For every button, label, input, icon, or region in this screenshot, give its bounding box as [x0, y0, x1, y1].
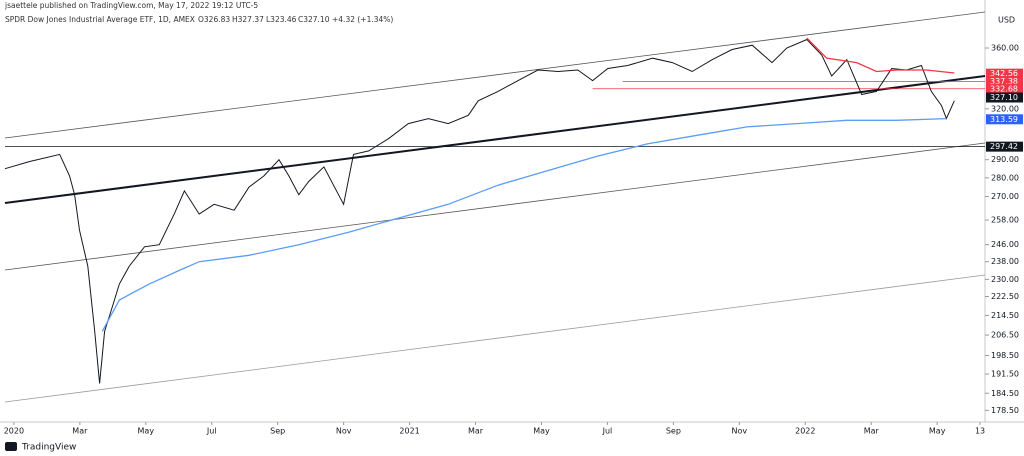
y-tick-label: 214.50: [991, 311, 1019, 320]
ohlc-open: O326.83: [198, 15, 230, 24]
y-tick-label: 280.00: [991, 173, 1019, 182]
logo: [5, 442, 17, 451]
price-line: [101, 117, 947, 332]
y-tick-label: 360.00: [991, 44, 1019, 53]
y-tick-label: 191.50: [991, 370, 1019, 379]
trend-line: [4, 75, 986, 204]
x-tick-label: Sep: [270, 427, 285, 436]
y-tick-label: 184.50: [991, 389, 1019, 398]
x-tick-label: Jul: [602, 427, 613, 436]
price-label: 327.10: [990, 93, 1018, 102]
y-tick-label: 222.50: [991, 292, 1019, 301]
price-label-box: [986, 76, 1023, 87]
price-label-box: [986, 68, 1023, 79]
trend-line: [4, 11, 986, 139]
x-tick-label: 13: [975, 427, 985, 436]
x-tick-label: Mar: [468, 427, 484, 436]
x-tick-label: Nov: [732, 427, 748, 436]
trend-line: [4, 142, 986, 271]
price-label-box: [986, 92, 1023, 103]
price-label-box: [986, 114, 1023, 125]
y-tick-label: 206.50: [991, 331, 1019, 340]
price-line: [4, 38, 955, 384]
x-tick-label: Sep: [666, 427, 681, 436]
y-tick-label: 258.00: [991, 216, 1019, 225]
x-tick-label: May: [138, 427, 155, 436]
price-label-box: [986, 83, 1023, 94]
price-label: 297.42: [990, 142, 1018, 151]
publisher: jsaettele published on TradingView.com, …: [4, 1, 258, 10]
ohlc-close: C327.10: [298, 15, 330, 24]
price-line: [806, 37, 955, 74]
footer: TradingView: [21, 443, 76, 453]
x-tick-label: Nov: [336, 427, 352, 436]
price-label: 342.56: [990, 69, 1018, 78]
x-tick-label: 2021: [399, 427, 419, 436]
price-label: 332.68: [990, 84, 1018, 93]
x-tick-label: Mar: [864, 427, 880, 436]
y-tick-label: 238.00: [991, 257, 1019, 266]
x-tick-label: Jul: [206, 427, 217, 436]
price-label: 313.59: [990, 115, 1018, 124]
x-tick-label: May: [929, 427, 946, 436]
currency: USD: [998, 16, 1015, 25]
ohlc-high: H327.37: [232, 15, 264, 24]
y-tick-label: 320.00: [991, 104, 1019, 113]
y-tick-label: 290.00: [991, 155, 1019, 164]
x-tick-label: May: [533, 427, 550, 436]
ohlc-low: L323.46: [266, 15, 297, 24]
x-tick-label: 2020: [4, 427, 24, 436]
y-tick-label: 270.00: [991, 192, 1019, 201]
y-tick-label: 246.00: [991, 240, 1019, 249]
x-tick-label: 2022: [795, 427, 815, 436]
y-tick-label: 178.50: [991, 406, 1019, 415]
price-label-box: [986, 141, 1023, 152]
ohlc-change: +4.32 (+1.34%): [332, 15, 393, 24]
trend-line: [4, 274, 986, 403]
y-tick-label: 230.00: [991, 275, 1019, 284]
chart-title: SPDR Dow Jones Industrial Average ETF, 1…: [5, 15, 195, 24]
price-label: 337.38: [990, 77, 1018, 86]
y-tick-label: 198.50: [991, 351, 1019, 360]
x-tick-label: Mar: [72, 427, 88, 436]
